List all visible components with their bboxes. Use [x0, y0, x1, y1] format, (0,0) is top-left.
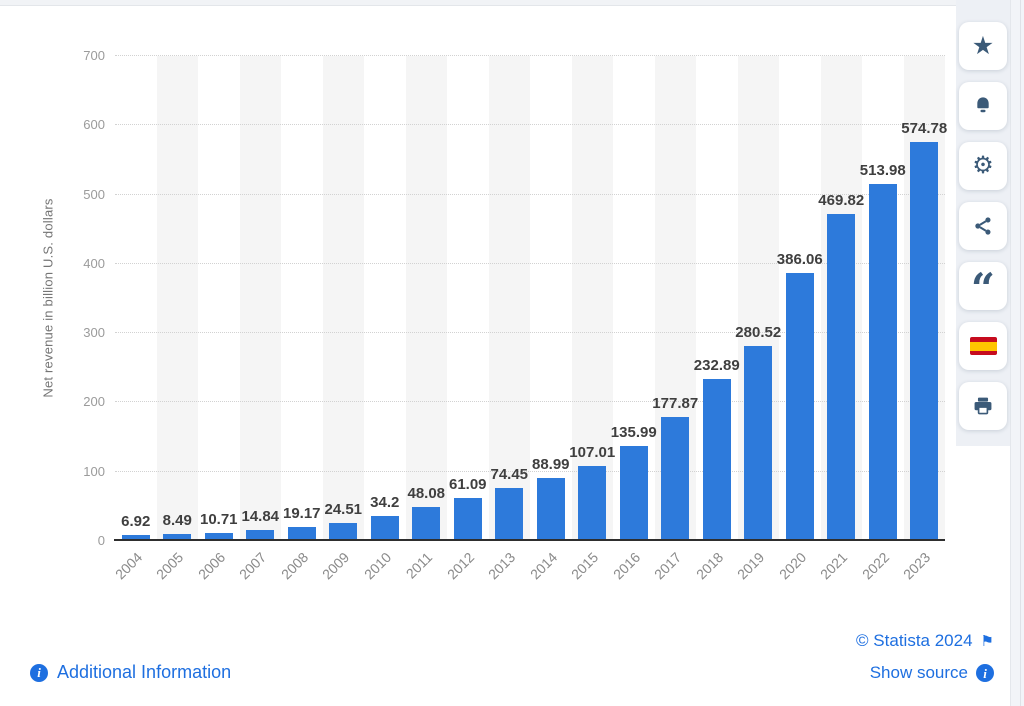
- bar-value-label: 107.01: [569, 443, 616, 461]
- gridline: [115, 401, 945, 403]
- gear-icon: ⚙: [972, 152, 994, 179]
- bar-2018: [702, 378, 731, 540]
- bar-value-label: 232.89: [693, 356, 740, 374]
- scrollbar-thumb-line: [1020, 0, 1021, 706]
- column-stripe: [571, 56, 613, 540]
- share-icon: [972, 215, 994, 237]
- bar-2015: [578, 465, 607, 540]
- settings-button[interactable]: ⚙: [959, 142, 1007, 190]
- bar-value-label: 88.99: [531, 456, 570, 474]
- column-stripe: [488, 56, 530, 540]
- bar-value-label: 513.98: [859, 161, 906, 179]
- show-source-link[interactable]: Show source i: [856, 663, 994, 683]
- bar-2022: [868, 183, 897, 540]
- y-axis-title: Net revenue in billion U.S. dollars: [40, 198, 56, 398]
- gridline: [115, 193, 945, 195]
- column-stripe: [405, 56, 447, 540]
- bar-value-label: 8.49: [162, 512, 192, 530]
- bar-2021: [827, 214, 856, 540]
- bar-2020: [785, 272, 814, 540]
- bar-2008: [287, 526, 316, 540]
- printer-icon: [972, 395, 994, 417]
- info-icon: i: [30, 663, 48, 682]
- footer-right: © Statista 2024 ⚑ Show source i: [856, 631, 994, 683]
- gridline: [115, 124, 945, 126]
- column-stripe: [322, 56, 364, 540]
- y-tick-label: 500: [83, 186, 105, 202]
- y-tick-label: 600: [83, 117, 105, 133]
- bar-2010: [370, 516, 399, 540]
- additional-information-label: Additional Information: [57, 662, 232, 682]
- report-flag-icon: ⚑: [980, 632, 994, 650]
- copyright-label: © Statista 2024: [856, 631, 973, 650]
- x-axis-line: [114, 539, 945, 541]
- bar-value-label: 14.84: [241, 507, 280, 525]
- bar-2023: [910, 141, 939, 540]
- favorite-button[interactable]: ★: [959, 22, 1007, 70]
- y-tick-label: 200: [83, 394, 105, 410]
- y-tick-label: 100: [83, 463, 105, 479]
- column-stripe: [239, 56, 281, 540]
- bar-value-label: 280.52: [735, 323, 782, 341]
- show-source-label: Show source: [869, 663, 968, 682]
- bar-2017: [661, 416, 690, 540]
- bar-2019: [744, 345, 773, 540]
- bar-2013: [495, 488, 524, 540]
- info-icon: i: [976, 664, 994, 682]
- bar-value-label: 48.08: [407, 484, 446, 502]
- bar-value-label: 19.17: [282, 504, 321, 522]
- language-spanish-button[interactable]: [959, 322, 1007, 370]
- bar-2011: [412, 506, 441, 540]
- bar-2016: [619, 445, 648, 540]
- y-tick-label: 400: [83, 255, 105, 271]
- vertical-scrollbar[interactable]: [1010, 0, 1024, 706]
- bar-value-label: 469.82: [818, 192, 865, 210]
- additional-information-link[interactable]: i Additional Information: [30, 662, 231, 683]
- top-crop-strip: [0, 0, 1024, 6]
- bar-2006: [204, 532, 233, 540]
- column-stripe: [156, 56, 198, 540]
- bar-2004: [121, 535, 150, 540]
- notifications-button[interactable]: [959, 82, 1007, 130]
- bar-value-label: 135.99: [610, 423, 657, 441]
- bar-2009: [329, 523, 358, 540]
- bar-value-label: 386.06: [776, 250, 823, 268]
- bell-icon: [972, 95, 994, 117]
- bar-value-label: 6.92: [121, 513, 151, 531]
- statista-copyright[interactable]: © Statista 2024 ⚑: [856, 631, 994, 651]
- share-button[interactable]: [959, 202, 1007, 250]
- y-tick-label: 700: [83, 48, 105, 63]
- bar-2005: [163, 534, 192, 540]
- quote-icon: “: [970, 263, 996, 313]
- bar-value-label: 24.51: [324, 501, 363, 519]
- bar-value-label: 34.2: [370, 494, 400, 512]
- bar-value-label: 10.71: [199, 510, 238, 528]
- bar-2014: [536, 478, 565, 540]
- bar-value-label: 61.09: [448, 475, 487, 493]
- cite-button[interactable]: “: [959, 262, 1007, 310]
- bar-2007: [246, 529, 275, 540]
- gridline: [115, 470, 945, 472]
- gridline: [115, 262, 945, 264]
- y-tick-label: 300: [83, 325, 105, 341]
- bar-value-label: 74.45: [490, 466, 529, 484]
- star-icon: ★: [971, 31, 995, 60]
- y-tick-label: 0: [97, 533, 105, 548]
- bar-2012: [453, 497, 482, 540]
- bar-value-label: 574.78: [901, 119, 948, 137]
- bar-value-label: 177.87: [652, 394, 699, 412]
- gridline: [115, 55, 945, 56]
- spain-flag-icon: [969, 337, 997, 355]
- print-button[interactable]: [959, 382, 1007, 430]
- gridline: [115, 332, 945, 334]
